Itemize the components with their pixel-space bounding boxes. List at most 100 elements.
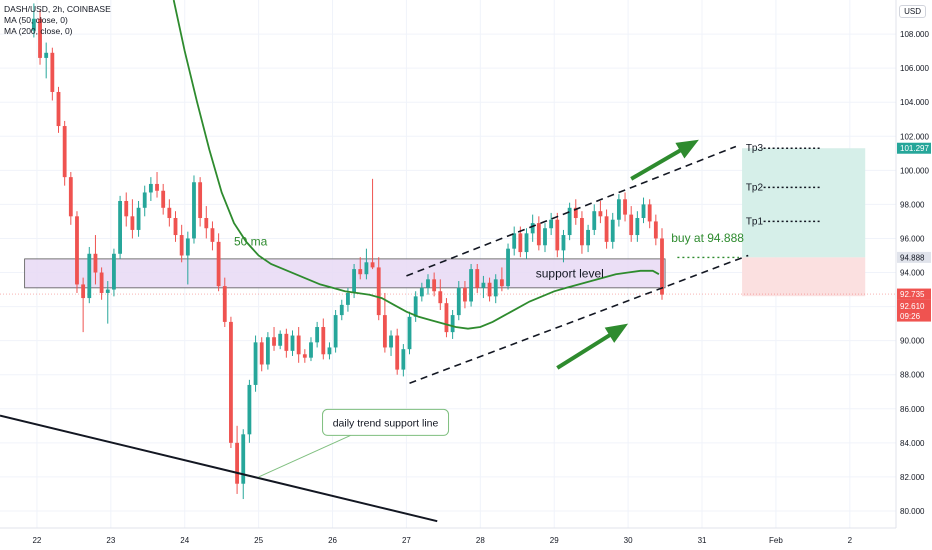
entry-price-tag: 94.888 (900, 253, 925, 262)
time-tick-label: 23 (106, 536, 115, 545)
time-axis[interactable]: 22 23 24 25 26 27 28 29 30 31 Feb 2 (0, 527, 932, 550)
candle-body (635, 218, 640, 236)
legend-symbol[interactable]: DASH/USD, 2h, COINBASE (4, 4, 111, 14)
candle-body (296, 335, 301, 355)
stop-zone (742, 257, 866, 297)
candle-body (487, 282, 492, 297)
candle-body (118, 200, 122, 254)
candle-body (419, 287, 424, 297)
candle-body (580, 218, 584, 246)
candle-body (124, 200, 129, 217)
candle-body (444, 303, 449, 333)
currency-button[interactable]: USD (899, 5, 926, 18)
target-label: Tp3 (746, 143, 764, 154)
candle-body (475, 269, 480, 288)
price-tick-label: 106.000 (900, 64, 929, 73)
candle-body (81, 284, 86, 299)
candle-body (136, 207, 141, 230)
candle-body (389, 335, 393, 348)
candle-body (623, 199, 627, 215)
candle-body (204, 218, 209, 229)
candle-body (309, 342, 313, 358)
candle-body (75, 216, 79, 285)
candle-body (364, 262, 369, 275)
candle-body (586, 229, 591, 246)
candle-body (56, 91, 61, 127)
candle-body (382, 315, 387, 348)
candle-body (198, 182, 203, 219)
candle-body (327, 347, 332, 355)
price-tick-label: 94.000 (900, 269, 925, 278)
candle-body (604, 216, 609, 242)
price-tick-label: 82.000 (900, 473, 925, 482)
price-tick-label: 102.000 (900, 132, 929, 141)
candle-body (229, 321, 233, 443)
support-annotation: support level (536, 267, 604, 281)
tp3-price-tag: 101.297 (900, 144, 929, 153)
candle-body (376, 267, 381, 316)
candle-body (44, 52, 49, 58)
time-tick-label: 29 (550, 536, 559, 545)
candle-body (93, 253, 98, 273)
candle-body (38, 18, 42, 58)
trend-callout-box (322, 408, 450, 436)
time-tick-label: Feb (769, 536, 783, 545)
time-tick-label: 25 (254, 536, 263, 545)
countdown-tag: 09:26 (900, 312, 921, 321)
candle-body (499, 279, 504, 287)
price-tick-label: 96.000 (900, 234, 925, 243)
legend-ma50[interactable]: MA (50, close, 0) (4, 15, 68, 25)
candle-body (284, 333, 289, 351)
candle-body (426, 279, 430, 288)
candles (31, 3, 664, 500)
candle-body (247, 384, 252, 435)
candle-body (148, 183, 153, 193)
stop-price-tag-bg (897, 299, 931, 322)
candle-body (493, 279, 498, 297)
candle-body (346, 292, 350, 305)
candle-body (438, 291, 443, 304)
candle-body (395, 335, 400, 370)
time-tick-label: 24 (180, 536, 189, 545)
candle-body (598, 211, 603, 217)
last-price-tag-bg (897, 288, 931, 300)
candle-body (161, 190, 166, 208)
legend-ma200[interactable]: MA (200, close, 0) (4, 26, 73, 36)
candle-body (173, 218, 178, 236)
candle-body (155, 183, 159, 191)
candle-body (87, 253, 92, 299)
time-tick-label: 28 (476, 536, 485, 545)
last-price-tag: 92.735 (900, 290, 925, 299)
candle-body (50, 52, 55, 92)
candle-body (302, 354, 307, 358)
candle-body (222, 286, 227, 322)
candle-body (333, 315, 338, 348)
time-tick-label: 26 (328, 536, 337, 545)
price-axis-bg (896, 0, 932, 550)
candle-body (99, 272, 104, 293)
candle-body (616, 199, 621, 220)
candle-body (68, 177, 73, 217)
candle-body (192, 182, 196, 239)
price-tick-label: 98.000 (900, 200, 925, 209)
candle-body (536, 223, 541, 246)
candle-body (290, 335, 295, 351)
candle-body (185, 238, 190, 256)
candle-body (401, 349, 406, 370)
price-axis[interactable]: 80.00082.00084.00086.00088.00090.00092.0… (895, 0, 932, 550)
target-zone (742, 148, 866, 258)
candle-body (450, 315, 455, 333)
candle-body (278, 333, 283, 346)
price-tick-label: 108.000 (900, 30, 929, 39)
candle-body (321, 327, 326, 355)
channel-lower-line (409, 254, 749, 384)
target-label: Tp1 (746, 216, 764, 227)
chart-legend: DASH/USD, 2h, COINBASE MA (50, close, 0)… (4, 4, 111, 37)
candle-body (216, 241, 221, 287)
time-tick-label: 30 (624, 536, 633, 545)
candle-body (315, 327, 320, 343)
daily-trend-line (0, 414, 438, 523)
candle-body (641, 204, 646, 219)
candle-body (469, 269, 474, 302)
